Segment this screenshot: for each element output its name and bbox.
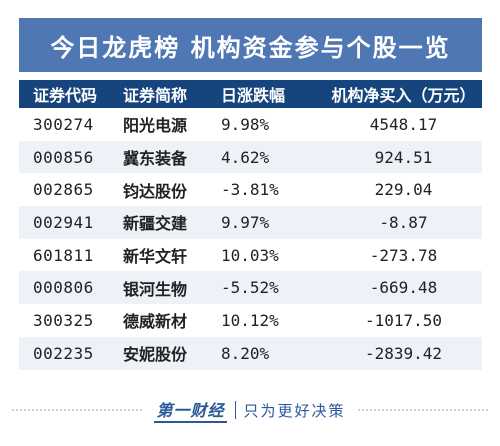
net-buy: -669.48 (325, 271, 482, 305)
daily-change: -3.81% (221, 180, 279, 200)
stock-code: 300274 (33, 114, 94, 134)
stock-code: 601811 (33, 245, 94, 265)
table-row: 300274 阳光电源 9.98% 4548.17 (19, 108, 482, 141)
net-buy: 924.51 (325, 140, 482, 174)
header-change: 日涨跌幅 (221, 80, 325, 108)
daily-change: 10.03% (221, 245, 279, 265)
table-row: 002941 新疆交建 9.97% -8.87 (19, 206, 482, 239)
net-buy: -8.87 (325, 206, 482, 239)
table-row: 000806 银河生物 -5.52% -669.48 (19, 271, 482, 305)
daily-change: 9.97% (221, 206, 325, 239)
daily-change: 9.98% (221, 114, 270, 134)
daily-change: -5.52% (221, 271, 325, 305)
table-row: 601811 新华文轩 10.03% -273.78 (19, 239, 482, 272)
stock-code: 002865 (33, 180, 94, 200)
daily-change: 4.62% (221, 140, 325, 174)
stock-name: 银河生物 (123, 271, 221, 305)
stock-name: 冀东装备 (123, 140, 221, 174)
stock-code: 000806 (19, 271, 123, 305)
table-row: 300325 德威新材 10.12% -1017.50 (19, 304, 482, 337)
stock-name: 安妮股份 (123, 336, 221, 370)
header-net-buy: 机构净买入（万元） (325, 80, 482, 108)
dragon-tiger-table: 证券代码 证券简称 日涨跌幅 机构净买入（万元） 300274 阳光电源 9.9… (19, 80, 482, 370)
stock-name: 新疆交建 (123, 206, 221, 239)
stock-code: 002941 (19, 206, 123, 239)
stock-name: 钧达股份 (123, 181, 188, 201)
header-code: 证券代码 (19, 80, 123, 108)
daily-change: 8.20% (221, 336, 325, 370)
table-row: 002865 钧达股份 -3.81% 229.04 (19, 173, 482, 206)
brand-logo: 第一财经 (154, 397, 227, 423)
stock-name: 阳光电源 (123, 116, 188, 136)
footer: 第一财经 只为更好决策 (0, 392, 500, 428)
header-name: 证券简称 (123, 80, 221, 108)
table-row: 002235 安妮股份 8.20% -2839.42 (19, 336, 482, 370)
brand: 第一财经 只为更好决策 (154, 397, 345, 423)
footer-divider-right (357, 409, 488, 411)
net-buy: -2839.42 (325, 336, 482, 370)
brand-separator (234, 401, 236, 419)
brand-slogan: 只为更好决策 (243, 401, 346, 420)
stock-code: 000856 (19, 140, 123, 174)
stock-name: 新华文轩 (123, 247, 188, 267)
net-buy: -273.78 (369, 245, 438, 265)
daily-change: 10.12% (221, 310, 279, 330)
net-buy: -1017.50 (364, 310, 443, 330)
table-row: 000856 冀东装备 4.62% 924.51 (19, 140, 482, 174)
footer-divider-left (12, 409, 143, 411)
stock-code: 300325 (33, 310, 94, 330)
stock-name: 德威新材 (123, 312, 188, 332)
net-buy: 4548.17 (369, 114, 438, 134)
page-title: 今日龙虎榜 机构资金参与个股一览 (19, 18, 482, 72)
net-buy: 229.04 (374, 180, 433, 200)
table-header-row: 证券代码 证券简称 日涨跌幅 机构净买入（万元） (19, 80, 482, 108)
stock-code: 002235 (19, 336, 123, 370)
